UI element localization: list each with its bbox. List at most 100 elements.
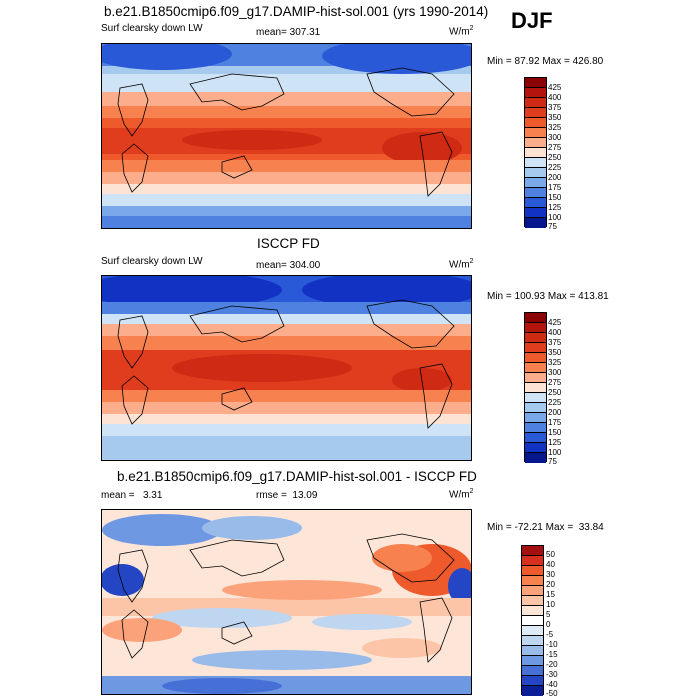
panel2-tick-6: 275 — [548, 378, 562, 387]
panel1-tick-13: 100 — [548, 213, 562, 222]
panel1-cbar-swatch-5 — [525, 128, 546, 138]
panel1-cbar-swatch-13 — [525, 208, 546, 218]
panel2-map-plot — [102, 276, 471, 460]
panel2-cbar-swatch-1 — [525, 323, 546, 333]
panel1-cbar-swatch-0 — [525, 78, 546, 88]
panel2-tick-14: 75 — [548, 457, 557, 466]
panel2-units: W/m2 — [449, 258, 474, 271]
panel3-rmse-label: rmse = 13.09 — [256, 490, 318, 501]
panel2-title: ISCCP FD — [257, 236, 320, 251]
panel2-cbar-swatch-3 — [525, 343, 546, 353]
panel1-mean-label: mean= 307.31 — [256, 27, 321, 38]
panel1-cbar-swatch-4 — [525, 118, 546, 128]
panel3-mean-label: mean = 3.31 — [101, 490, 163, 501]
panel1-cbar-swatch-11 — [525, 188, 546, 198]
panel3-cbar-swatch-3 — [522, 576, 543, 586]
panel1-tick-0: 425 — [548, 83, 562, 92]
panel2-tick-4: 325 — [548, 358, 562, 367]
panel1-tick-7: 250 — [548, 153, 562, 162]
panel1-tick-6: 275 — [548, 143, 562, 152]
panel2-cbar-swatch-14 — [525, 453, 546, 463]
panel2-tick-13: 100 — [548, 448, 562, 457]
panel2-cbar-swatch-0 — [525, 313, 546, 323]
panel2-cbar-swatch-9 — [525, 403, 546, 413]
panel1-cbar-swatch-8 — [525, 158, 546, 168]
panel2-tick-9: 200 — [548, 408, 562, 417]
panel3-cbar-swatch-13 — [522, 676, 543, 686]
panel3-tick-8: -5 — [546, 630, 554, 639]
panel2-tick-3: 350 — [548, 348, 562, 357]
panel2-minmax: Min = 100.93 Max = 413.81 — [487, 291, 609, 302]
panel1-units: W/m2 — [449, 25, 474, 38]
panel2-tick-2: 375 — [548, 338, 562, 347]
panel1-cbar-swatch-12 — [525, 198, 546, 208]
panel2-cbar-swatch-7 — [525, 383, 546, 393]
panel3-tick-7: 0 — [546, 620, 551, 629]
panel1-tick-10: 175 — [548, 183, 562, 192]
panel1-cbar-swatch-10 — [525, 178, 546, 188]
panel3-map-plot — [102, 510, 471, 694]
panel3-tick-9: -10 — [546, 640, 558, 649]
panel1-tick-11: 150 — [548, 193, 562, 202]
panel1-cbar-swatch-9 — [525, 168, 546, 178]
panel1-variable-label: Surf clearsky down LW — [101, 23, 203, 34]
panel3-tick-11: -20 — [546, 660, 558, 669]
panel2-tick-12: 125 — [548, 438, 562, 447]
panel3-cbar-swatch-9 — [522, 636, 543, 646]
panel2-map — [101, 275, 472, 461]
panel1-tick-4: 325 — [548, 123, 562, 132]
panel3-units: W/m2 — [449, 488, 474, 501]
panel2-cbar-swatch-13 — [525, 443, 546, 453]
panel2-cbar-swatch-10 — [525, 413, 546, 423]
panel3-tick-14: -50 — [546, 689, 558, 698]
panel3-cbar-swatch-0 — [522, 546, 543, 556]
panel3-tick-12: -30 — [546, 670, 558, 679]
panel2-tick-1: 400 — [548, 328, 562, 337]
panel3-colorbar — [521, 545, 544, 696]
panel2-tick-0: 425 — [548, 318, 562, 327]
panel3-cbar-swatch-12 — [522, 666, 543, 676]
panel3-minmax: Min = -72.21 Max = 33.84 — [487, 522, 604, 533]
panel2-tick-11: 150 — [548, 428, 562, 437]
panel1-title: b.e21.B1850cmip6.f09_g17.DAMIP-hist-sol.… — [104, 4, 489, 19]
panel3-cbar-swatch-6 — [522, 606, 543, 616]
season-label: DJF — [511, 8, 553, 33]
panel2-mean-label: mean= 304.00 — [256, 260, 321, 271]
panel3-tick-5: 10 — [546, 600, 555, 609]
panel1-cbar-swatch-14 — [525, 218, 546, 228]
panel3-title: b.e21.B1850cmip6.f09_g17.DAMIP-hist-sol.… — [117, 469, 477, 484]
panel3-tick-0: 50 — [546, 550, 555, 559]
panel1-minmax: Min = 87.92 Max = 426.80 — [487, 56, 604, 67]
panel3-tick-1: 40 — [546, 560, 555, 569]
panel2-tick-8: 225 — [548, 398, 562, 407]
panel3-cbar-swatch-7 — [522, 616, 543, 626]
panel3-cbar-swatch-2 — [522, 566, 543, 576]
panel3-tick-4: 15 — [546, 590, 555, 599]
panel1-colorbar — [524, 77, 547, 228]
panel2-cbar-swatch-11 — [525, 423, 546, 433]
panel1-tick-8: 225 — [548, 163, 562, 172]
panel1-tick-9: 200 — [548, 173, 562, 182]
panel1-map — [101, 43, 472, 229]
panel1-cbar-swatch-6 — [525, 138, 546, 148]
panel1-tick-12: 125 — [548, 203, 562, 212]
panel2-cbar-swatch-6 — [525, 373, 546, 383]
panel3-cbar-swatch-10 — [522, 646, 543, 656]
panel1-tick-5: 300 — [548, 133, 562, 142]
panel2-tick-10: 175 — [548, 418, 562, 427]
panel1-tick-3: 350 — [548, 113, 562, 122]
panel2-cbar-swatch-2 — [525, 333, 546, 343]
panel3-cbar-swatch-5 — [522, 596, 543, 606]
panel1-map-plot — [102, 44, 471, 228]
panel1-cbar-swatch-7 — [525, 148, 546, 158]
panel3-cbar-swatch-11 — [522, 656, 543, 666]
panel1-cbar-swatch-1 — [525, 88, 546, 98]
panel2-tick-7: 250 — [548, 388, 562, 397]
panel2-cbar-swatch-5 — [525, 363, 546, 373]
panel3-cbar-swatch-8 — [522, 626, 543, 636]
panel1-cbar-swatch-3 — [525, 108, 546, 118]
panel3-tick-13: -40 — [546, 680, 558, 689]
panel1-cbar-swatch-2 — [525, 98, 546, 108]
panel3-tick-10: -15 — [546, 650, 558, 659]
panel2-cbar-swatch-4 — [525, 353, 546, 363]
